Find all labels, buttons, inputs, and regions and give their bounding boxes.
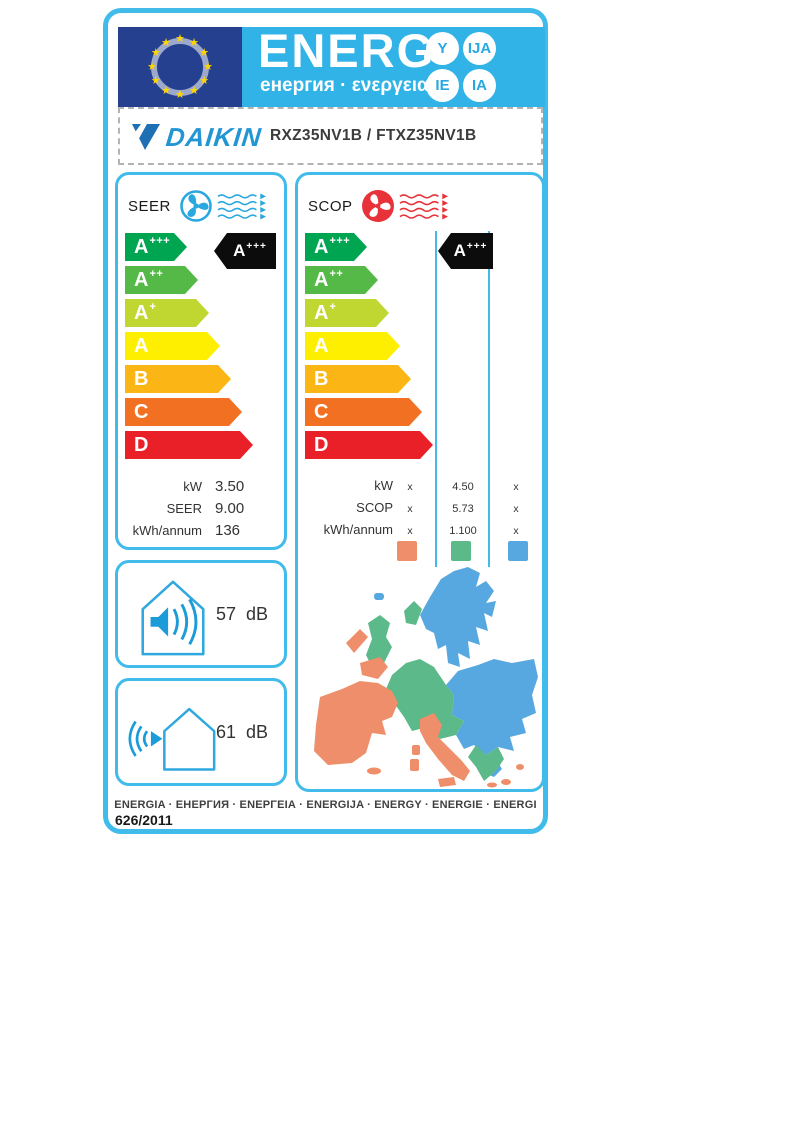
- cooling-fan-icon: [180, 190, 212, 222]
- class-arrow-b: B: [125, 365, 231, 393]
- cool-airflow-icon: [217, 193, 266, 220]
- climate-column-divider-right: [488, 231, 490, 567]
- indoor-noise-icon: [141, 580, 205, 656]
- outdoor-noise-icon: [128, 707, 216, 771]
- eu-flag-stars: ★ ★★ ★★★ ★★★ ★★★: [147, 33, 213, 101]
- svg-text:★: ★: [175, 33, 185, 45]
- seer-class-scale: A +++ A ++ A + A B C D: [125, 233, 253, 464]
- svg-text:★: ★: [199, 47, 209, 59]
- outdoor-noise-value: 61 dB: [216, 721, 269, 742]
- badge-y: Y: [426, 32, 459, 65]
- class-arrow-a1: A +: [305, 299, 389, 327]
- class-arrow-a1: A +: [125, 299, 209, 327]
- class-arrow-d: D: [125, 431, 253, 459]
- scop-row-scop: SCOP x 5.73 x: [356, 500, 519, 515]
- badge-ija: IJA: [463, 32, 496, 65]
- svg-text:★: ★: [203, 61, 213, 73]
- model-number: RXZ35NV1B / FTXZ35NV1B: [270, 127, 477, 144]
- energy-label: ★ ★ ★ ★ ★ ★ ★ ★ ★ ★ ★ ★ ENERG енергия · ενεργεια…: [103, 8, 548, 834]
- svg-text:★: ★: [147, 61, 157, 73]
- seer-label: SEER: [128, 197, 171, 215]
- regulation-number: 626/2011: [115, 812, 173, 828]
- svg-text:★: ★: [175, 89, 185, 101]
- warm-airflow-icon: [399, 193, 448, 220]
- class-arrow-b: B: [305, 365, 411, 393]
- seer-panel: SEER: [115, 172, 287, 550]
- svg-text:★: ★: [189, 37, 199, 49]
- class-arrow-d: D: [305, 431, 433, 459]
- seer-rating-arrow: A +++: [214, 233, 276, 269]
- scop-values-table: kW x 4.50 x SCOP x 5.73 x kWh/annum x 1.100 x: [298, 478, 543, 544]
- class-arrow-a3: A +++: [305, 233, 367, 261]
- climate-column-divider-left: [435, 231, 437, 567]
- colder-zone-swatch: [508, 541, 528, 561]
- indoor-noise-value: 57 dB: [216, 603, 269, 624]
- average-zone-swatch: [451, 541, 471, 561]
- indoor-noise-box: 57 dB: [115, 560, 287, 668]
- flag-ring: [151, 38, 209, 96]
- daikin-mark-icon: [132, 124, 160, 150]
- scop-row-kw: kW x 4.50 x: [374, 478, 519, 493]
- energy-band: ENERG енергия · ενεργεια Y IJA IE IA: [242, 24, 545, 107]
- energy-languages-text: ENERGIA · ЕНЕРГИЯ · ΕΝΕΡΓΕΙΑ · ENERGIJA …: [114, 799, 537, 811]
- average-zone-region: [338, 601, 504, 781]
- class-arrow-a3: A +++: [125, 233, 187, 261]
- scop-label: SCOP: [308, 197, 353, 215]
- colder-zone-region: [374, 567, 538, 777]
- class-arrow-c: C: [305, 398, 422, 426]
- class-arrow-a2: A ++: [125, 266, 198, 294]
- daikin-logo: DAIKIN: [132, 121, 264, 153]
- warmer-zone-region: [314, 629, 524, 788]
- seer-values: kW 3.50 SEER 9.00 kWh/annum 136: [122, 478, 286, 544]
- class-arrow-a: A: [125, 332, 220, 360]
- class-arrow-c: C: [125, 398, 242, 426]
- svg-text:★: ★: [161, 85, 171, 97]
- supplier-section: DAIKIN RXZ35NV1B / FTXZ35NV1B: [118, 107, 543, 165]
- badge-ie: IE: [426, 69, 459, 102]
- svg-text:★: ★: [151, 75, 161, 87]
- class-arrow-a2: A ++: [305, 266, 378, 294]
- seer-row-seer: SEER 9.00: [166, 500, 245, 517]
- seer-row-kwh: kWh/annum 136: [132, 522, 241, 539]
- svg-text:★: ★: [161, 37, 171, 49]
- energ-title: ENERG: [258, 24, 436, 77]
- warmer-zone-swatch: [397, 541, 417, 561]
- svg-text:★: ★: [151, 47, 161, 59]
- eu-flag: ★ ★★ ★★★ ★★★ ★★★: [118, 27, 242, 107]
- seer-row-kw: kW 3.50: [183, 478, 245, 495]
- scop-row-kwh: kWh/annum x 1.100 x: [323, 522, 519, 537]
- badge-ia: IA: [463, 69, 496, 102]
- scop-panel: SCOP: [295, 172, 545, 792]
- europe-climate-map: [314, 567, 538, 788]
- scop-header: SCOP: [308, 189, 449, 223]
- seer-header: SEER: [128, 189, 267, 223]
- scop-class-scale: A +++ A ++ A + A B C D: [305, 233, 433, 464]
- outdoor-noise-box: 61 dB: [115, 678, 287, 786]
- svg-text:★: ★: [189, 85, 199, 97]
- scop-rating-arrow: A +++: [438, 233, 493, 269]
- brand-name: DAIKIN: [164, 121, 264, 152]
- heating-fan-icon: [361, 190, 394, 222]
- svg-text:★: ★: [199, 75, 209, 87]
- class-arrow-a: A: [305, 332, 400, 360]
- language-badges: Y IJA IE IA: [426, 32, 496, 102]
- energ-subtitle: енергия · ενεργεια: [260, 75, 429, 96]
